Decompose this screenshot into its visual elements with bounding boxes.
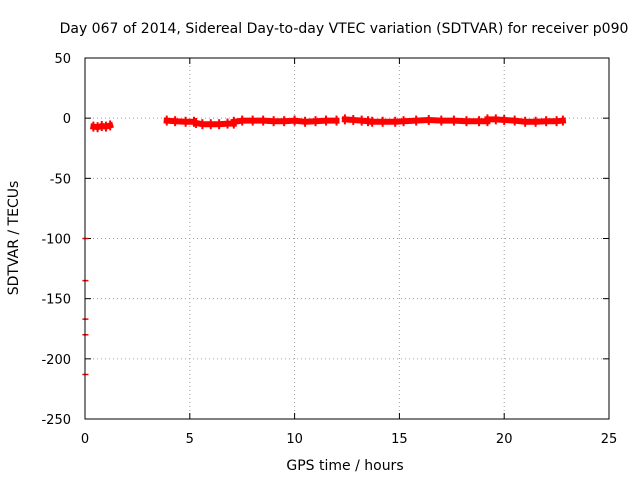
data-segment	[484, 114, 567, 127]
data-segment	[369, 114, 491, 127]
x-tick-label: 20	[496, 432, 513, 447]
x-tick-label: 5	[186, 432, 194, 447]
y-tick-label: 50	[54, 52, 71, 67]
x-tick-label: 15	[391, 432, 408, 447]
y-tick-label: -250	[41, 413, 71, 428]
series-line	[230, 117, 340, 126]
chart-title: Day 067 of 2014, Sidereal Day-to-day VTE…	[60, 21, 629, 37]
x-tick-label: 0	[81, 432, 89, 447]
series-line	[192, 119, 237, 128]
axis-ticks: 50 0 -50 -100 -150 -200 -250 0 5 10 15 20 25	[41, 52, 617, 447]
y-tick-label: -100	[41, 233, 71, 248]
data-series	[82, 114, 567, 376]
y-tick-label: -50	[50, 172, 71, 187]
data-segment	[90, 120, 114, 133]
plot-frame	[84, 57, 610, 420]
series-line	[369, 117, 491, 125]
grid	[85, 58, 609, 419]
x-axis-label: GPS time / hours	[286, 458, 403, 474]
data-segment	[341, 114, 372, 127]
y-tick-label: 0	[63, 112, 71, 127]
series-line	[341, 116, 372, 125]
x-tick-label: 25	[601, 432, 618, 447]
y-axis-label: SDTVAR / TECUs	[6, 181, 22, 296]
y-tick-label: -150	[41, 293, 71, 308]
x-tick-label: 10	[286, 432, 303, 447]
data-segment	[163, 115, 197, 127]
y-tick-label: -200	[41, 353, 71, 368]
data-segment	[230, 115, 340, 127]
series-line	[163, 117, 197, 125]
data-segment	[192, 117, 237, 130]
